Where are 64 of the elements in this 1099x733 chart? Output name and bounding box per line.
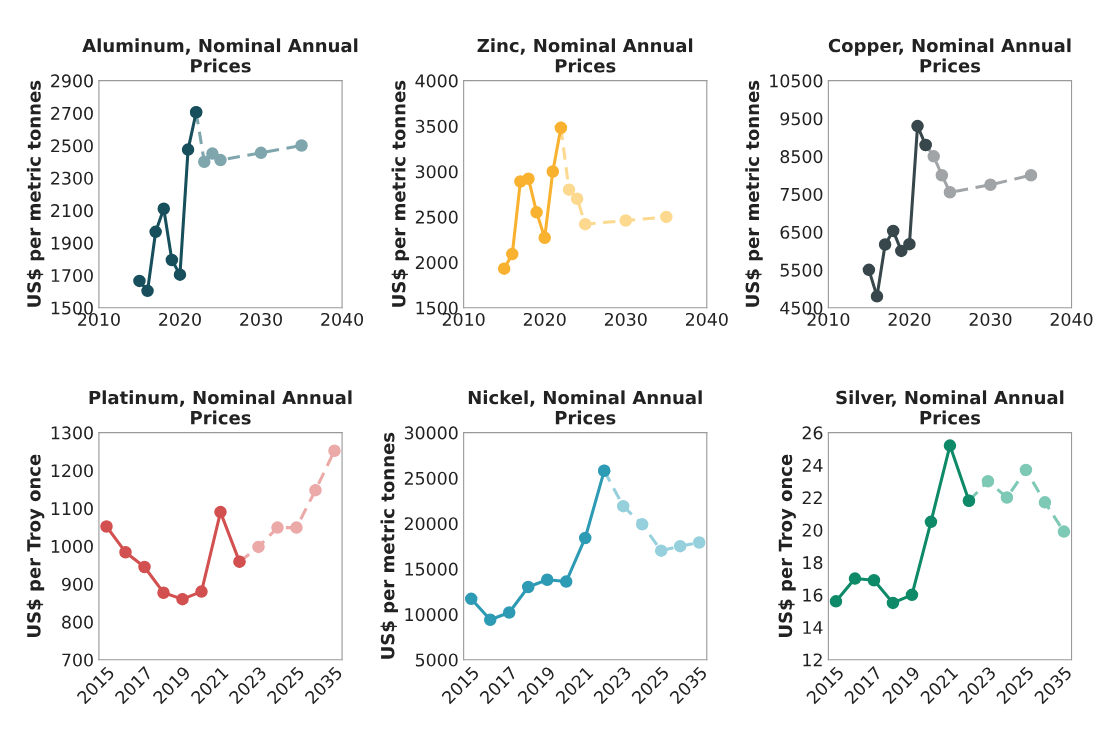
y-tick-label: 1000 bbox=[51, 539, 93, 553]
chart-title: Aluminum, Nominal Annual Prices bbox=[82, 38, 358, 73]
y-axis-title: US$ per Troy once bbox=[26, 454, 45, 637]
y-tick-label: 24 bbox=[802, 458, 823, 472]
y-tick-label: 2000 bbox=[415, 256, 458, 270]
y-axis-title: US$ per metric tonnes bbox=[745, 80, 763, 307]
y-tick-label: 700 bbox=[62, 653, 93, 667]
y-tick-label: 9500 bbox=[780, 112, 823, 126]
x-tick-label: 2030 bbox=[240, 312, 282, 327]
x-tick-label: 2010 bbox=[78, 312, 120, 327]
y-tick-label: 18 bbox=[803, 556, 823, 570]
y-axis-title: US$ per metric tonnes bbox=[380, 432, 398, 659]
x-tick-label: 2030 bbox=[604, 312, 647, 327]
y-tick-label: 4000 bbox=[415, 74, 458, 88]
y-tick-label: 800 bbox=[62, 615, 93, 629]
x-tick-label: 2040 bbox=[685, 312, 728, 327]
y-tick-label: 900 bbox=[62, 577, 93, 591]
y-tick-label: 1900 bbox=[51, 236, 93, 250]
y-tick-label: 25000 bbox=[404, 471, 458, 485]
y-tick-label: 1100 bbox=[51, 502, 93, 516]
y-axis-title: US$ per Troy once bbox=[778, 454, 796, 637]
x-tick-label: 2040 bbox=[1050, 312, 1093, 327]
y-tick-label: 5000 bbox=[415, 653, 458, 667]
y-tick-label: 8500 bbox=[780, 150, 823, 164]
chart-title: Copper, Nominal Annual Prices bbox=[828, 38, 1071, 73]
y-axis-title: US$ per metric tonnes bbox=[26, 80, 45, 307]
y-tick-label: 14 bbox=[803, 621, 823, 634]
y-tick-label: 2900 bbox=[51, 74, 93, 88]
y-tick-label: 1500 bbox=[51, 301, 93, 315]
y-tick-label: 2500 bbox=[415, 210, 458, 224]
x-tick-label: 2010 bbox=[807, 312, 850, 327]
x-tick-label: 2040 bbox=[321, 312, 363, 327]
x-tick-label: 2030 bbox=[969, 312, 1012, 327]
y-tick-label: 20 bbox=[802, 523, 823, 537]
y-tick-label: 10000 bbox=[405, 607, 458, 622]
y-tick-label: 3000 bbox=[415, 165, 458, 179]
y-tick-label: 2700 bbox=[51, 106, 93, 120]
y-tick-label: 26 bbox=[802, 426, 823, 440]
x-tick-label: 2020 bbox=[159, 312, 201, 327]
y-tick-label: 2100 bbox=[51, 204, 93, 218]
chart-title: Platinum, Nominal Annual Prices bbox=[89, 390, 352, 425]
y-tick-label: 7500 bbox=[780, 187, 823, 202]
chart-title: Silver, Nominal Annual Prices bbox=[836, 390, 1064, 425]
y-tick-label: 20000 bbox=[404, 517, 458, 531]
y-tick-label: 1700 bbox=[51, 268, 93, 283]
y-tick-label: 22 bbox=[802, 491, 822, 505]
y-tick-label: 2300 bbox=[51, 171, 93, 185]
y-tick-label: 1300 bbox=[51, 426, 93, 440]
chart-title: Nickel, Nominal Annual Prices bbox=[468, 390, 702, 425]
y-tick-label: 5500 bbox=[780, 263, 823, 277]
y-tick-label: 16 bbox=[803, 588, 823, 602]
x-tick-label: 2020 bbox=[523, 312, 566, 327]
y-tick-label: 15000 bbox=[405, 562, 458, 576]
x-tick-label: 2020 bbox=[888, 312, 931, 327]
y-tick-label: 1200 bbox=[51, 464, 93, 478]
y-tick-label: 12 bbox=[803, 653, 822, 667]
y-tick-label: 4500 bbox=[780, 301, 823, 315]
y-tick-label: 30000 bbox=[404, 426, 458, 440]
y-tick-label: 6500 bbox=[780, 225, 823, 239]
y-axis-title: US$ per metric tonnes bbox=[391, 80, 410, 307]
y-tick-label: 2500 bbox=[51, 139, 93, 153]
y-tick-label: 10500 bbox=[770, 74, 823, 88]
chart-title: Zinc, Nominal Annual Prices bbox=[477, 38, 693, 73]
y-tick-label: 3500 bbox=[415, 119, 458, 133]
